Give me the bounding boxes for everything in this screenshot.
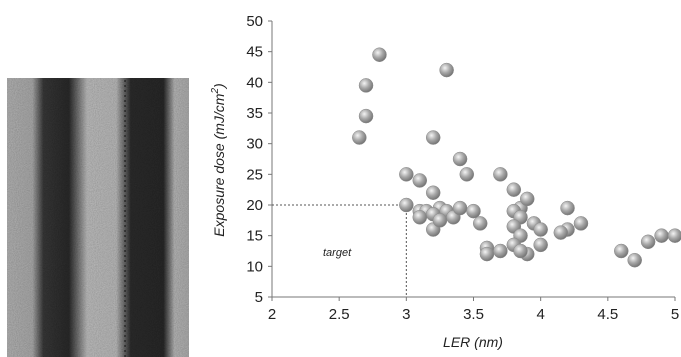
x-tick-label: 4.5 — [597, 306, 618, 323]
x-tick-label: 5 — [671, 306, 679, 323]
data-point — [452, 151, 468, 167]
target-guide — [272, 204, 407, 297]
data-point — [519, 191, 535, 207]
y-tick-label: 35 — [246, 105, 263, 122]
data-point — [358, 108, 374, 124]
data-point — [654, 228, 669, 243]
data-point — [358, 78, 374, 93]
scatter-chart: 5 10 15 20 25 30 35 40 45 50 2 2.5 3 3.5 4 4.5 5 LER (n… — [210, 13, 681, 350]
data-point — [573, 216, 589, 231]
data-point — [425, 130, 441, 145]
y-tick-label: 20 — [246, 197, 263, 214]
data-point — [640, 234, 656, 250]
data-point — [506, 182, 522, 197]
data-point — [667, 228, 681, 243]
data-point — [425, 185, 441, 200]
data-point — [412, 210, 428, 225]
x-tick-label: 2.5 — [329, 306, 350, 323]
y-axis-title-superscript: 2 — [210, 88, 221, 95]
x-tick-label: 3 — [402, 306, 410, 323]
x-tick-label: 3.5 — [463, 306, 484, 323]
sem-micrograph-image — [7, 78, 189, 357]
target-label: target — [323, 247, 352, 259]
y-tick-label: 15 — [246, 228, 263, 245]
y-tick-label: 10 — [246, 258, 263, 275]
data-point — [466, 203, 481, 219]
data-point — [493, 243, 508, 259]
y-tick-label: 25 — [246, 166, 263, 183]
data-point — [533, 222, 548, 237]
sem-lines-background — [7, 78, 189, 357]
data-point — [459, 167, 475, 182]
y-tick-label: 50 — [246, 13, 263, 30]
y-tick-label: 30 — [246, 136, 263, 153]
y-tick-label: 45 — [246, 44, 263, 61]
data-point — [399, 197, 414, 213]
x-axis-title: LER (nm) — [443, 334, 503, 350]
data-point — [412, 173, 428, 188]
y-axis: 5 10 15 20 25 30 35 40 45 50 — [246, 13, 273, 306]
data-point — [432, 213, 448, 228]
data-points — [352, 47, 681, 268]
data-point — [399, 167, 414, 182]
data-point — [372, 47, 387, 62]
data-point — [472, 216, 488, 231]
data-point — [560, 200, 575, 216]
data-point — [352, 130, 367, 145]
y-axis-title: Exposure dose (mJ/cm2) — [210, 83, 227, 236]
data-point — [493, 167, 508, 182]
y-tick-label: 5 — [255, 289, 263, 306]
x-tick-label: 4 — [536, 306, 544, 323]
data-point — [553, 225, 569, 240]
data-point — [533, 237, 548, 253]
data-point — [479, 246, 495, 262]
data-point — [439, 62, 454, 78]
x-axis: 2 2.5 3 3.5 4 4.5 5 — [268, 296, 679, 323]
data-point — [513, 243, 528, 259]
data-point — [614, 243, 629, 259]
y-tick-label: 40 — [246, 74, 263, 91]
x-tick-label: 2 — [268, 306, 276, 323]
data-point — [627, 252, 642, 268]
data-point — [452, 200, 468, 216]
